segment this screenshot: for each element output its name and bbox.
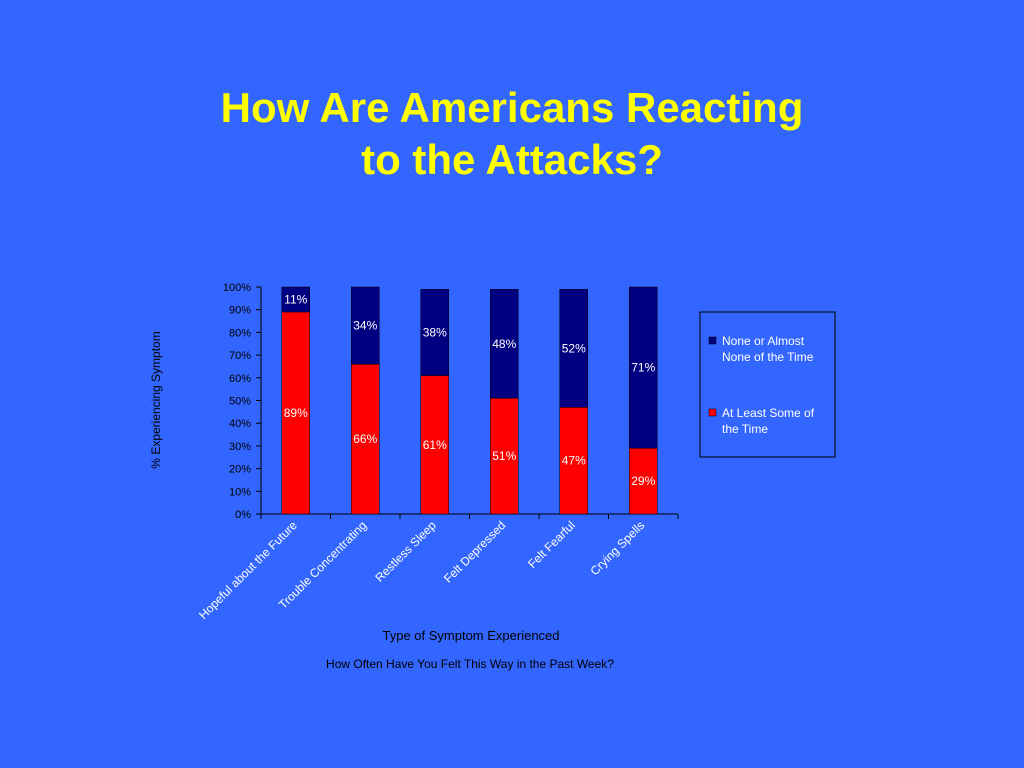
x-category-label: Restless Sleep: [372, 518, 439, 585]
y-tick-label: 40%: [229, 418, 251, 430]
chart-footnote: How Often Have You Felt This Way in the …: [326, 657, 614, 671]
bar-some-of-the-time: [490, 397, 519, 515]
bar-none-of-the-time: [281, 286, 310, 313]
data-label-some: 47%: [562, 454, 586, 468]
y-tick-label: 80%: [229, 327, 251, 339]
y-tick-label: 20%: [229, 464, 251, 476]
x-category-label: Crying Spells: [587, 518, 647, 578]
data-label-none: 34%: [353, 319, 377, 333]
bar-none-of-the-time: [490, 289, 519, 399]
data-label-none: 71%: [631, 361, 655, 375]
legend-swatch-some: [708, 408, 717, 417]
data-label-some: 89%: [284, 406, 308, 420]
data-label-none: 48%: [492, 337, 516, 351]
bar-some-of-the-time: [559, 407, 588, 515]
y-axis-label: % Experiencing Symptom: [149, 331, 163, 468]
data-label-some: 61%: [423, 438, 447, 452]
y-tick-label: 50%: [229, 396, 251, 408]
x-axis-label: Type of Symptom Experienced: [382, 628, 559, 643]
data-label-none: 38%: [423, 325, 447, 339]
legend-label-some-line-1: At Least Some of: [722, 406, 815, 420]
plot-area: 0%10%20%30%40%50%60%70%80%90%100%89%11%H…: [196, 282, 679, 622]
bar-some-of-the-time: [281, 311, 310, 515]
data-label-some: 66%: [353, 432, 377, 446]
data-label-none: 52%: [562, 341, 586, 355]
slide-title-line-1: How Are Americans Reacting: [220, 84, 804, 131]
bar-some-of-the-time: [420, 375, 449, 515]
legend-box: [699, 311, 836, 458]
x-category-label: Felt Fearful: [525, 518, 578, 571]
bar-some-of-the-time: [351, 363, 380, 515]
bar-none-of-the-time: [629, 286, 658, 449]
slide-title: How Are Americans Reacting to the Attack…: [0, 82, 1024, 186]
data-label-some: 51%: [492, 449, 516, 463]
y-tick-label: 0%: [235, 509, 251, 521]
y-tick-label: 100%: [223, 282, 251, 294]
bar-some-of-the-time: [629, 447, 658, 515]
slide-title-line-2: to the Attacks?: [361, 136, 663, 183]
bar-none-of-the-time: [559, 289, 588, 408]
data-label-none: 11%: [284, 292, 307, 306]
y-tick-label: 30%: [229, 441, 251, 453]
y-tick-label: 90%: [229, 305, 251, 317]
data-label-some: 29%: [631, 474, 655, 488]
legend-label-none-line-2: None of the Time: [722, 350, 814, 364]
legend-swatch-none: [708, 336, 717, 345]
y-tick-label: 10%: [229, 486, 251, 498]
legend-label-some-line-2: the Time: [722, 422, 768, 436]
x-category-label: Felt Depressed: [441, 518, 508, 585]
legend-label-none-line-1: None or Almost: [722, 334, 805, 348]
bar-none-of-the-time: [351, 286, 380, 365]
y-tick-label: 60%: [229, 373, 251, 385]
y-tick-label: 70%: [229, 350, 251, 362]
legend: None or Almost None of the Time At Least…: [699, 311, 836, 458]
bar-none-of-the-time: [420, 289, 449, 376]
